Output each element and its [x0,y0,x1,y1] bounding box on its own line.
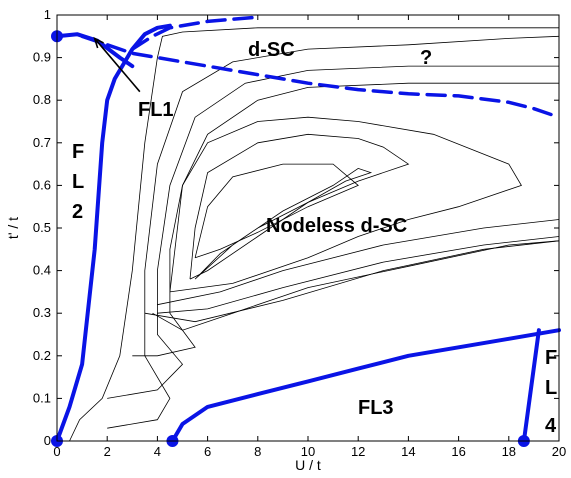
x-tick-label: 0 [53,444,60,459]
contour-line-6 [144,240,560,323]
region-label-nodeless: Nodeless d-SC [266,215,407,237]
y-tick-label: 0.9 [33,50,51,65]
region-label-fl3: FL3 [358,397,394,419]
region-label-fl2-l: L [72,171,84,193]
x-axis-ticks: 0 2 4 6 8 10 12 14 16 18 20 [53,15,566,459]
region-label-fl4-f: F [545,347,557,369]
contour-line-4 [132,82,559,357]
y-tick-label: 0.6 [33,177,51,192]
contour-line-2 [107,35,560,429]
y-tick-label: 0.5 [33,220,51,235]
x-axis-label: U / t [295,457,321,473]
boundary-top-dashed [130,15,260,51]
boundary-fl2-left [55,23,172,443]
region-label-fl2-f: F [72,141,84,163]
y-tick-label: 1 [44,7,51,22]
y-axis-label: t' / t [5,217,21,239]
y-tick-label: 0.8 [33,92,51,107]
contour-line-7 [157,236,560,314]
x-tick-label: 14 [401,444,415,459]
region-label-question: ? [420,47,432,69]
y-tick-label: 0.4 [33,263,51,278]
fl1-arrow [93,36,141,93]
y-tick-label: 0 [44,433,51,448]
y-tick-label: 0.3 [33,305,51,320]
region-label-fl2-2: 2 [72,201,83,223]
arrow-head [93,36,104,49]
x-tick-label: 8 [254,444,261,459]
arrow-shaft [94,37,141,93]
contour-line-8 [157,219,560,306]
region-label-dsc: d-SC [248,39,295,61]
plot-background [57,15,559,441]
boundary-middle-dashed [80,34,561,119]
x-tick-label: 20 [552,444,566,459]
region-label-fl4-l: L [545,377,557,399]
x-tick-label: 2 [104,444,111,459]
y-tick-label: 0.7 [33,135,51,150]
contour-line-3 [107,65,559,399]
y-tick-label: 0.1 [33,390,51,405]
x-tick-label: 6 [204,444,211,459]
x-tick-label: 18 [502,444,516,459]
contour-line-9 [169,116,522,293]
boundary-fl4 [521,328,541,443]
x-tick-label: 16 [451,444,465,459]
contour-line-10 [189,133,410,280]
y-tick-label: 0.2 [33,348,51,363]
contour-line-1 [69,27,559,442]
contour-line-12 [194,167,373,280]
contour-line-5 [152,240,560,331]
contour-lines [69,27,560,442]
x-tick-label: 12 [351,444,365,459]
region-label-fl4-4: 4 [545,415,557,437]
region-label-fl1: FL1 [138,99,174,121]
x-tick-label: 4 [154,444,161,459]
boundary-fl3 [170,328,561,443]
x-tick-label: 10 [301,444,315,459]
y-axis-ticks: 0 0.1 0.2 0.3 0.4 0.5 0.6 0.7 0.8 0.9 1 [33,7,559,448]
